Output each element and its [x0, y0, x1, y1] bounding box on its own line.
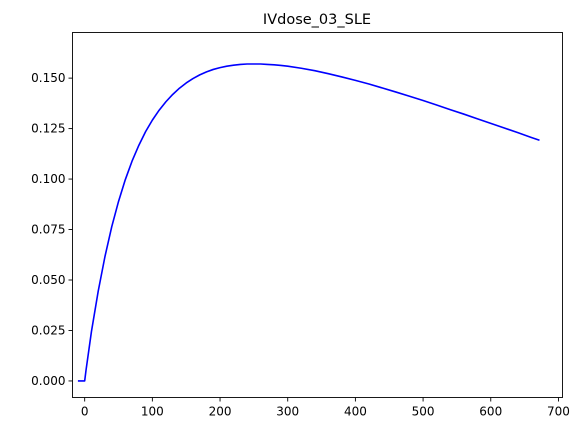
y-tick-label: 0.125	[31, 122, 65, 136]
chart-title: IVdose_03_SLE	[263, 12, 371, 28]
y-tick-label: 0.000	[31, 374, 65, 388]
x-tick-label: 0	[81, 405, 89, 419]
y-tick-label: 0.075	[31, 223, 65, 237]
y-tick-label: 0.050	[31, 273, 65, 287]
plot-area	[77, 63, 540, 382]
y-tick-label: 0.100	[31, 172, 65, 186]
x-tick-label: 200	[209, 405, 232, 419]
series-line-0	[77, 63, 540, 382]
x-tick-label: 100	[141, 405, 164, 419]
x-tick-label: 400	[344, 405, 367, 419]
x-axis: 0 100 200 300 400 500 600 700	[81, 397, 570, 419]
y-tick-label: 0.150	[31, 71, 65, 85]
x-tick-label: 500	[412, 405, 435, 419]
y-tick-label: 0.025	[31, 323, 65, 337]
plot-frame	[72, 32, 563, 398]
x-tick-label: 300	[276, 405, 299, 419]
y-axis: 0.000 0.025 0.050 0.075 0.100 0.125 0.150	[31, 71, 73, 388]
x-tick-label: 700	[547, 405, 570, 419]
x-tick-label: 600	[479, 405, 502, 419]
